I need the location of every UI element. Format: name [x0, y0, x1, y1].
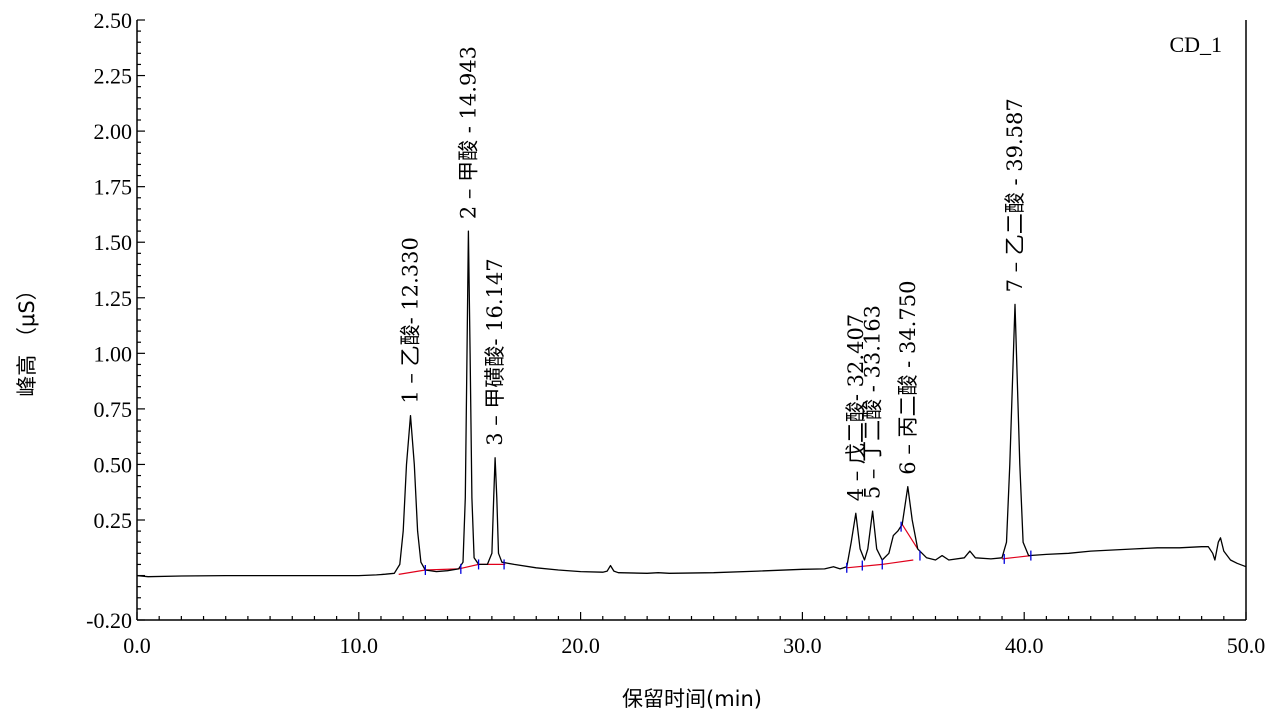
x-tick-label: 40.0 — [1005, 633, 1044, 658]
x-tick-label: 10.0 — [340, 633, 379, 658]
integration-baseline — [846, 559, 914, 569]
peak-label: 2 – 甲酸 - 14.943 — [456, 46, 480, 219]
x-tick-label: 50.0 — [1227, 633, 1266, 658]
marker-layer — [424, 521, 1032, 575]
x-tick-label: 30.0 — [783, 633, 822, 658]
y-tick-label: -0.20 — [86, 608, 132, 633]
peak-label: 1 – 乙酸- 12.330 — [399, 237, 423, 403]
peak-label: 6 – 丙二酸 - 34.750 — [896, 281, 920, 475]
y-tick-label: 0.50 — [94, 452, 133, 477]
y-tick-label: 0.75 — [94, 397, 133, 422]
integration-baseline — [1001, 555, 1031, 560]
peak-label-layer: 1 – 乙酸- 12.330 2 – 甲酸 - 14.943 3 – 甲磺酸- 16… — [399, 46, 1028, 501]
axes-layer: 0.0 10.0 20.0 30.0 40.0 50.0 -0.20 0.25 0.50 0.75… — [86, 8, 1265, 658]
y-tick-label: 2.00 — [94, 119, 133, 144]
baseline-layer — [398, 524, 1031, 575]
chromatogram-trace — [136, 230, 1247, 578]
y-tick-label: 1.75 — [94, 175, 133, 200]
y-tick-label: 1.25 — [94, 286, 133, 311]
trace-layer — [136, 230, 1247, 578]
y-tick-label: 2.50 — [94, 8, 133, 33]
y-tick-label: 0.25 — [94, 508, 133, 533]
integration-baseline — [901, 524, 919, 550]
channel-label: CD_1 — [1169, 32, 1222, 57]
peak-label: 7 – 乙二酸 - 39.587 — [1003, 98, 1027, 292]
peak-label: 4 – 戊二酸- 32.407 — [844, 314, 868, 501]
y-tick-label: 1.50 — [94, 230, 133, 255]
x-tick-label: 20.0 — [561, 633, 600, 658]
y-tick-label: 1.00 — [94, 341, 133, 366]
y-tick-label: 2.25 — [94, 64, 133, 89]
x-tick-label: 0.0 — [123, 633, 151, 658]
y-axis-title: 峰高 （μS） — [15, 279, 39, 396]
x-axis-title: 保留时间(min) — [622, 687, 762, 711]
peak-label: 3 – 甲磺酸- 16.147 — [483, 258, 507, 445]
peak-label: 5 – 丁二酸 - 33.163 — [861, 305, 885, 499]
